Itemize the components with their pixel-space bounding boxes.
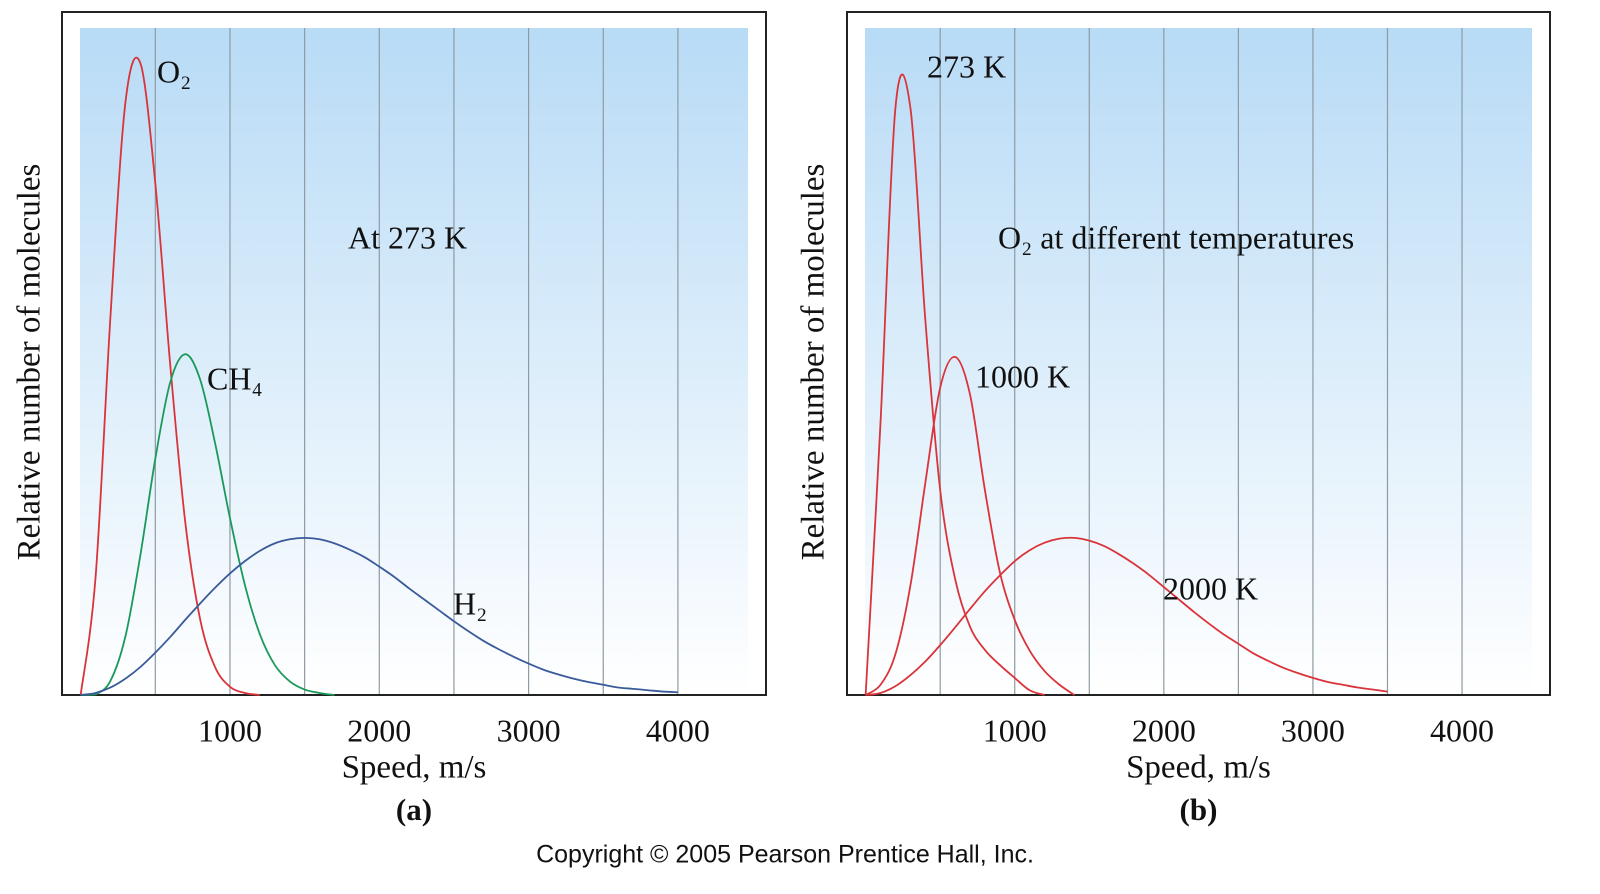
x-tick-label: 1000 — [198, 712, 262, 748]
series-label: CH₄ — [207, 360, 263, 396]
plot-frame — [846, 11, 1551, 696]
series-line — [864, 73, 1045, 696]
chart-title: O₂ at different temperatures — [998, 219, 1354, 255]
x-tick-label: 3000 — [497, 712, 561, 748]
series-label: 273 K — [927, 48, 1006, 84]
x-axis-label: Speed, m/s — [342, 750, 487, 786]
x-tick-label: 3000 — [1281, 712, 1345, 748]
y-axis-label: Relative number of molecules — [12, 164, 48, 561]
series-line — [80, 537, 678, 696]
copyright: Copyright © 2005 Pearson Prentice Hall, … — [536, 841, 1034, 869]
plot-background — [80, 28, 748, 695]
plot-frame — [61, 11, 767, 696]
series-label: H₂ — [453, 585, 487, 621]
series-label: 2000 K — [1163, 570, 1258, 606]
x-axis-label: Speed, m/s — [1126, 750, 1271, 786]
x-tick-label: 2000 — [1132, 712, 1196, 748]
plot-background — [865, 28, 1532, 695]
series-line — [79, 56, 260, 696]
panel-label: (b) — [1180, 792, 1218, 827]
x-tick-label: 4000 — [1430, 712, 1494, 748]
series-label: O₂ — [157, 53, 191, 89]
series-line — [865, 356, 1075, 696]
x-tick-label: 4000 — [646, 712, 710, 748]
series-label: 1000 K — [975, 358, 1070, 394]
series-line — [80, 353, 335, 696]
y-axis-label: Relative number of molecules — [796, 164, 832, 561]
x-tick-label: 2000 — [347, 712, 411, 748]
x-tick-label: 1000 — [983, 712, 1047, 748]
chart-title: At 273 K — [348, 219, 467, 255]
series-line — [865, 536, 1388, 696]
panel-label: (a) — [396, 792, 432, 827]
